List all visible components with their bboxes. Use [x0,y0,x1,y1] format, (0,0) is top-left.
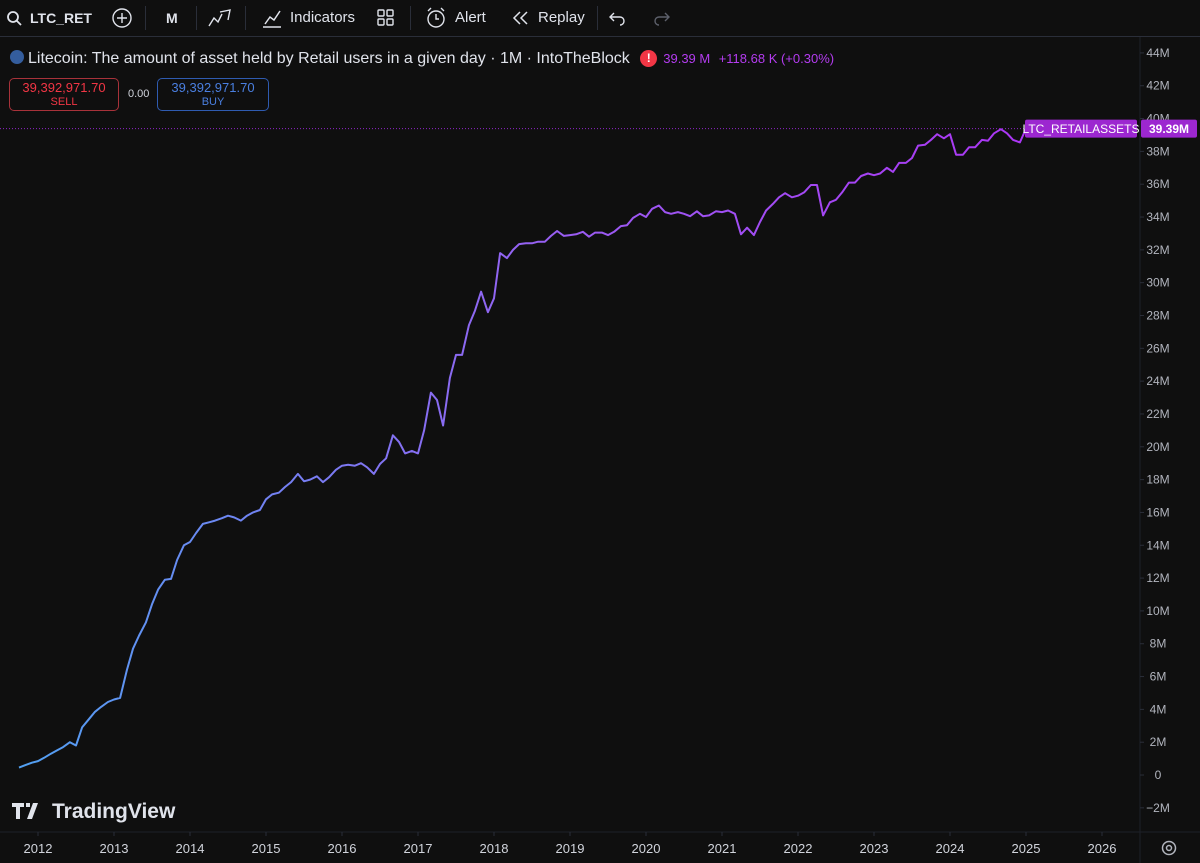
alert-button[interactable]: Alert [455,9,486,26]
buy-price: 39,392,971.70 [171,80,255,95]
legend-title: Litecoin: The amount of asset held by Re… [28,50,630,67]
y-tick-label: 24M [1146,374,1169,388]
legend: Litecoin: The amount of asset held by Re… [10,50,834,68]
y-tick-label: 44M [1146,46,1169,60]
x-tick-label: 2020 [632,841,661,856]
spread: 0.00 [128,88,150,100]
y-tick-label: −2M [1146,801,1170,815]
x-tick-label: 2012 [24,841,53,856]
y-tick-label: 42M [1146,79,1169,93]
y-tick-label: 18M [1146,473,1169,487]
sell-price: 39,392,971.70 [22,80,106,95]
symbol[interactable]: LTC_RET [30,10,92,26]
indicators-button[interactable]: Indicators [290,9,356,26]
y-tick-label: 26M [1146,341,1169,355]
separator [410,6,411,30]
y-tick-label: 6M [1150,670,1167,684]
x-tick-label: 2026 [1088,841,1117,856]
legend-value: 39.39 M [663,51,711,66]
x-tick-label: 2016 [328,841,357,856]
x-tick-label: 2019 [556,841,585,856]
last-value-box [1141,119,1197,138]
x-tick-label: 2025 [1012,841,1041,856]
tradingview-logo: TradingView [12,800,176,823]
x-tick-label: 2013 [100,841,129,856]
x-tick-label: 2014 [176,841,205,856]
separator [597,6,598,30]
series-label: LTC_RETAILASSETS [1023,119,1140,138]
logo-text: TradingView [52,800,176,823]
y-tick-label: 16M [1146,505,1169,519]
y-tick-label: 28M [1146,309,1169,323]
x-tick-label: 2022 [784,841,813,856]
y-tick-label: 10M [1146,604,1169,618]
y-tick-label: 0 [1155,768,1162,782]
x-tick-label: 2024 [936,841,965,856]
separator [245,6,246,30]
y-tick-label: 8M [1150,637,1167,651]
interval[interactable]: M [166,10,178,26]
x-tick-label: 2021 [708,841,737,856]
settings-icon[interactable] [1161,840,1177,856]
separator [145,6,146,30]
y-tick-label: 30M [1146,276,1169,290]
y-tick-label: 2M [1150,735,1167,749]
toolbar-icons [7,7,670,28]
replay-button[interactable]: Replay [538,9,585,26]
x-tick-label: 2015 [252,841,281,856]
x-tick-label: 2017 [404,841,433,856]
buy-label: BUY [201,96,225,108]
x-tick-label: 2023 [860,841,889,856]
legend-change: +118.68 K (+0.30%) [718,51,835,66]
y-tick-label: 20M [1146,440,1169,454]
y-tick-label: 38M [1146,144,1169,158]
litecoin-icon [10,50,24,64]
data-line [18,128,1027,769]
warning-icon[interactable]: ! [640,50,658,67]
sell-label: SELL [50,96,78,108]
last-value-label: 39.39M [1149,122,1189,136]
series-label-text: LTC_RETAILASSETS [1023,122,1140,136]
y-tick-label: 34M [1146,210,1169,224]
toolbar: LTC_RET M Indicators Alert Replay [0,0,1200,37]
y-tick-label: 12M [1146,571,1169,585]
y-tick-label: 4M [1150,702,1167,716]
y-tick-label: 14M [1146,538,1169,552]
sell-button[interactable]: 39,392,971.70 SELL [9,78,119,111]
y-tick-label: 36M [1146,177,1169,191]
x-tick-label: 2018 [480,841,509,856]
series-label-box [1025,119,1137,138]
y-tick-label: 22M [1146,407,1169,421]
buy-button[interactable]: 39,392,971.70 BUY [157,78,269,111]
separator [196,6,197,30]
y-tick-label: 32M [1146,243,1169,257]
